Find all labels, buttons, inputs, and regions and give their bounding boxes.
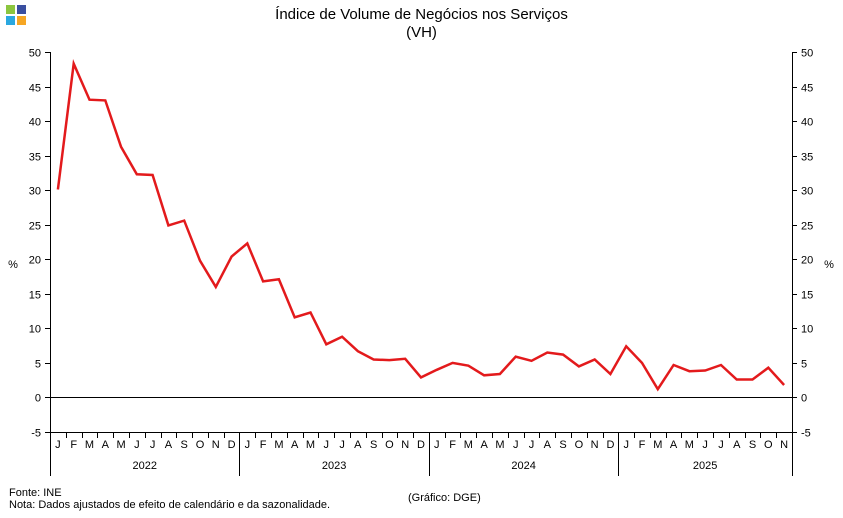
chart-subtitle: (VH) xyxy=(406,24,437,41)
month-label: A xyxy=(102,439,110,451)
y-tick-label-left: 5 xyxy=(35,359,41,371)
month-label: M xyxy=(495,439,504,451)
month-label: F xyxy=(449,439,456,451)
month-label: A xyxy=(291,439,299,451)
month-label: J xyxy=(245,439,251,451)
month-label: F xyxy=(70,439,77,451)
month-label: M xyxy=(116,439,125,451)
y-tick-label-left: 15 xyxy=(29,290,41,302)
year-label: 2024 xyxy=(511,460,535,472)
y-tick-label-left: -5 xyxy=(31,428,41,440)
month-label: M xyxy=(653,439,662,451)
logo-square-4 xyxy=(17,16,26,25)
y-tick-label-right: 40 xyxy=(801,117,813,129)
month-label: S xyxy=(181,439,188,451)
y-tick-label-right: 30 xyxy=(801,186,813,198)
month-label: N xyxy=(780,439,788,451)
month-label: M xyxy=(464,439,473,451)
month-label: D xyxy=(228,439,236,451)
logo-square-2 xyxy=(17,5,26,14)
year-label: 2023 xyxy=(322,460,346,472)
y-tick-label-left: 45 xyxy=(29,83,41,95)
y-axis-label-right: % xyxy=(824,259,834,271)
chart-title: Índice de Volume de Negócios nos Serviço… xyxy=(275,6,568,23)
month-label: A xyxy=(544,439,552,451)
y-tick-label-left: 50 xyxy=(29,48,41,60)
y-tick-label-right: 50 xyxy=(801,48,813,60)
y-tick-label-left: 40 xyxy=(29,117,41,129)
month-label: O xyxy=(196,439,205,451)
month-label: S xyxy=(370,439,377,451)
month-label: D xyxy=(417,439,425,451)
y-tick-label-right: 15 xyxy=(801,290,813,302)
y-tick-label-left: 10 xyxy=(29,324,41,336)
y-tick-label-right: -5 xyxy=(801,428,811,440)
footnote: Nota: Dados ajustados de efeito de calen… xyxy=(9,499,331,511)
y-tick-label-right: 0 xyxy=(801,393,807,405)
month-label: J xyxy=(55,439,61,451)
month-label: M xyxy=(306,439,315,451)
month-label: N xyxy=(591,439,599,451)
month-label: A xyxy=(165,439,173,451)
month-label: D xyxy=(606,439,614,451)
month-label: F xyxy=(260,439,267,451)
month-label: A xyxy=(733,439,741,451)
month-label: J xyxy=(134,439,140,451)
year-label: 2022 xyxy=(132,460,156,472)
month-label: J xyxy=(434,439,440,451)
month-label: S xyxy=(749,439,756,451)
month-label: M xyxy=(274,439,283,451)
month-label: O xyxy=(764,439,773,451)
year-label: 2025 xyxy=(693,460,717,472)
month-label: M xyxy=(685,439,694,451)
logo-square-3 xyxy=(6,16,15,25)
month-label: M xyxy=(85,439,94,451)
month-label: F xyxy=(639,439,646,451)
month-label: J xyxy=(702,439,708,451)
month-label: A xyxy=(670,439,678,451)
month-label: J xyxy=(324,439,330,451)
month-label: J xyxy=(623,439,629,451)
source-note: Fonte: INE xyxy=(9,487,62,499)
month-label: O xyxy=(575,439,584,451)
month-label: N xyxy=(401,439,409,451)
y-tick-label-left: 25 xyxy=(29,221,41,233)
month-label: A xyxy=(354,439,362,451)
month-label: S xyxy=(559,439,566,451)
month-label: J xyxy=(529,439,535,451)
y-tick-label-left: 0 xyxy=(35,393,41,405)
y-tick-label-left: 30 xyxy=(29,186,41,198)
month-label: J xyxy=(718,439,724,451)
month-label: N xyxy=(212,439,220,451)
month-label: A xyxy=(480,439,488,451)
month-label: J xyxy=(513,439,519,451)
y-tick-label-right: 25 xyxy=(801,221,813,233)
y-tick-label-right: 10 xyxy=(801,324,813,336)
y-tick-label-left: 20 xyxy=(29,255,41,267)
series-line xyxy=(56,59,786,392)
chart-credit: (Gráfico: DGE) xyxy=(408,492,481,504)
month-label: J xyxy=(150,439,156,451)
y-tick-label-right: 5 xyxy=(801,359,807,371)
month-label: J xyxy=(339,439,345,451)
y-axis-label-left: % xyxy=(8,259,18,271)
y-tick-label-right: 45 xyxy=(801,83,813,95)
month-label: O xyxy=(385,439,394,451)
brand-logo xyxy=(6,5,26,25)
y-tick-label-right: 35 xyxy=(801,152,813,164)
y-tick-label-left: 35 xyxy=(29,152,41,164)
logo-square-1 xyxy=(6,5,15,14)
y-tick-label-right: 20 xyxy=(801,255,813,267)
